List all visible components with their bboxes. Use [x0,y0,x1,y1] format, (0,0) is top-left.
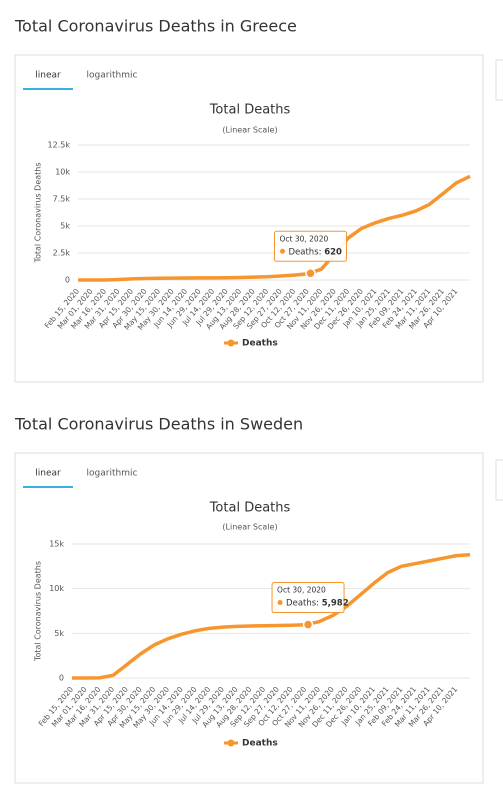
tooltip-value: Deaths: 5,982 [286,598,349,608]
tooltip-box [273,230,347,262]
tooltip-number: 5,982 [322,598,349,608]
y-axis-label: Total Coronavirus Deaths [34,162,43,263]
side-panel [495,459,503,501]
legend-label[interactable]: Deaths [242,339,278,349]
y-tick-label: 5k [60,222,70,231]
chart-title: Total Deaths [209,103,291,118]
y-tick-label: 2.5k [53,249,71,258]
tooltip-date: Oct 30, 2020 [279,234,328,243]
tooltip-value: Deaths: 620 [288,247,342,257]
tab[interactable]: logarithmic [87,469,138,479]
y-tick-label: 10k [55,168,70,177]
chart-subtitle: (Linear Scale) [222,126,277,135]
chart-subtitle: (Linear Scale) [222,523,277,532]
tooltip-box [271,582,345,614]
heading: Total Coronavirus Deaths in Greece [14,17,297,36]
legend-label[interactable]: Deaths [242,739,278,749]
tooltip-label: Deaths: [286,598,319,608]
tooltip-date: Oct 30, 2020 [277,586,326,595]
side-panel [495,59,503,101]
card [14,452,484,784]
legend-swatch [227,339,235,347]
y-tick-label: 12.5k [48,141,71,150]
y-tick-label: 0 [65,276,70,285]
tab[interactable]: linear [35,71,61,81]
heading: Total Coronavirus Deaths in Sweden [14,415,303,434]
tab[interactable]: logarithmic [87,71,138,81]
data-line [72,552,471,680]
y-axis-label: Total Coronavirus Deaths [34,561,43,662]
data-line [78,174,471,282]
y-tick-label: 7.5k [53,195,71,204]
y-tick-label: 10k [49,584,64,593]
tooltip-bullet [277,600,283,606]
y-tick-label: 5k [54,629,64,638]
tooltip-point [305,268,316,279]
y-tick-label: 15k [49,540,64,549]
tooltip-bullet [279,248,285,254]
tab[interactable]: linear [35,469,61,479]
legend-swatch [227,739,235,747]
tooltip-label: Deaths: [288,247,321,257]
tooltip-point [302,619,314,630]
tooltip-number: 620 [324,247,342,257]
y-tick-label: 0 [59,674,64,683]
card [14,54,484,383]
chart-title: Total Deaths [209,501,291,516]
